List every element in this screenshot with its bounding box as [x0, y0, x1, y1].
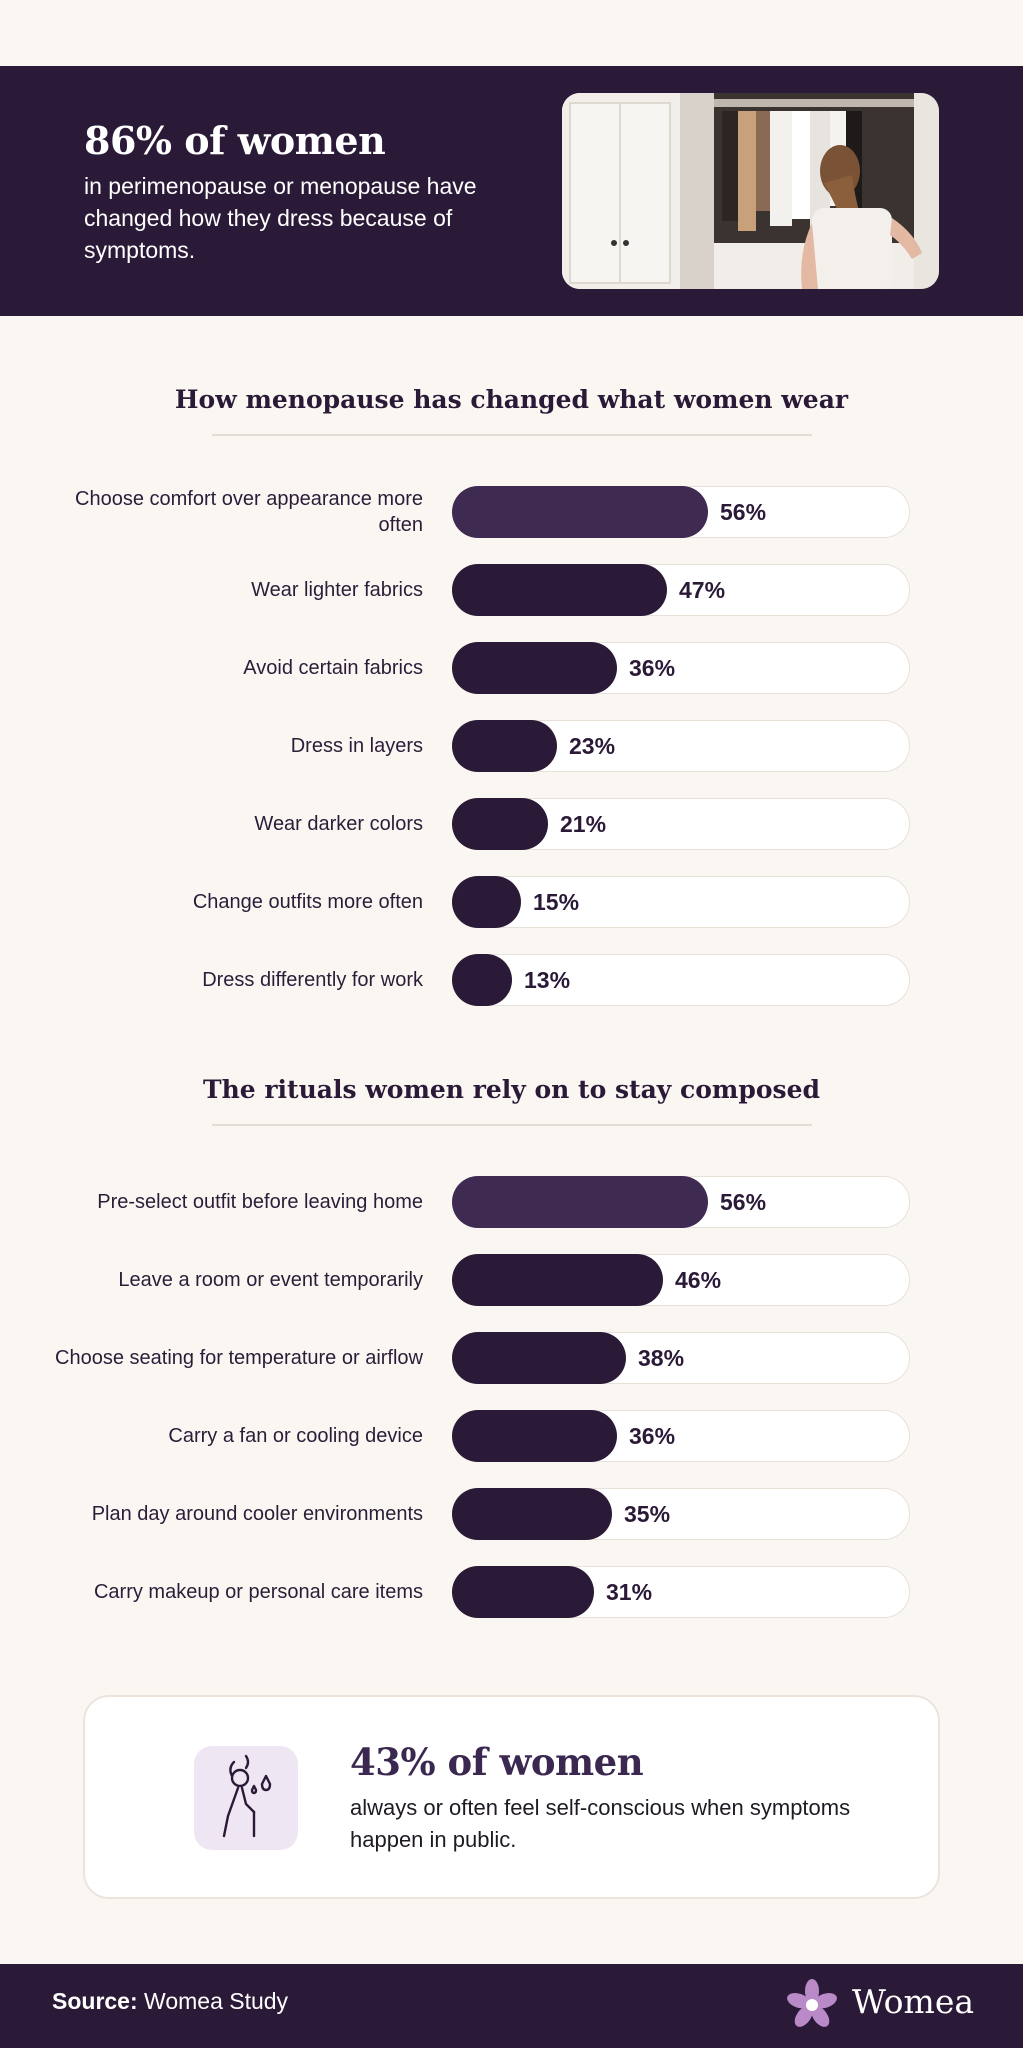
- hero-title: 86% of women: [84, 118, 386, 163]
- bar-value-label: 47%: [679, 576, 726, 603]
- bar: [452, 564, 667, 616]
- bar-value-label: 46%: [675, 1266, 722, 1293]
- bar-label: Pre-select outfit before leaving home: [97, 1191, 423, 1213]
- bar-label: Avoid certain fabrics: [243, 657, 423, 679]
- wardrobe-photo-illustration: [562, 93, 939, 289]
- bar-value-label: 38%: [638, 1344, 685, 1371]
- bar-track: [452, 876, 910, 928]
- bar-value-label: 31%: [606, 1578, 653, 1605]
- bar: [452, 642, 617, 694]
- chart-1-title: How menopause has changed what women wea…: [174, 385, 849, 414]
- bar-value-label: 13%: [524, 966, 571, 993]
- bar-label: Dress differently for work: [202, 969, 423, 991]
- bar-label: Plan day around cooler environments: [91, 1503, 423, 1525]
- bar-value-label: 35%: [624, 1500, 671, 1527]
- bar-label: Wear darker colors: [254, 813, 423, 835]
- bar-label: Choose comfort over appearance more ofte…: [75, 488, 423, 536]
- source-value: Womea Study: [144, 1988, 289, 2014]
- bar-value-label: 56%: [720, 498, 767, 525]
- bar-value-label: 21%: [560, 810, 607, 837]
- bar-label: Dress in layers: [290, 735, 423, 757]
- footer: [0, 1964, 1023, 2048]
- bar-label: Leave a room or event temporarily: [118, 1269, 423, 1291]
- bar: [452, 486, 708, 538]
- chart-1-divider: [212, 434, 812, 436]
- bar: [452, 1410, 617, 1462]
- bar: [452, 1332, 626, 1384]
- hot-flash-person-icon: [194, 1746, 298, 1850]
- source-label: Source:: [52, 1988, 138, 2014]
- bar-value-label: 56%: [720, 1188, 767, 1215]
- bar-value-label: 36%: [629, 1422, 676, 1449]
- bar: [452, 876, 521, 928]
- bar-label: Wear lighter fabrics: [251, 579, 423, 601]
- bar: [452, 1176, 708, 1228]
- bar: [452, 798, 548, 850]
- bar-label: Carry a fan or cooling device: [168, 1425, 423, 1447]
- bar: [452, 1566, 594, 1618]
- bar: [452, 954, 512, 1006]
- brand-name: Womea: [852, 1982, 975, 2021]
- callout-text: always or often feel self-conscious when…: [350, 1795, 851, 1852]
- bar-label: Change outfits more often: [192, 891, 423, 913]
- flower-logo-icon: [785, 1978, 839, 2032]
- bar: [452, 720, 557, 772]
- bar-value-label: 36%: [629, 654, 676, 681]
- hero-photo: [562, 93, 939, 289]
- source-line: Source: Womea Study: [52, 1988, 288, 2015]
- bar-label: Carry makeup or personal care items: [93, 1581, 423, 1603]
- bar-value-label: 15%: [533, 888, 580, 915]
- hero-text: in perimenopause or menopause have chang…: [84, 173, 477, 263]
- bar: [452, 1488, 612, 1540]
- bar-label: Choose seating for temperature or airflo…: [55, 1347, 423, 1369]
- bar-track: [452, 954, 910, 1006]
- chart-2-title: The rituals women rely on to stay compos…: [203, 1075, 820, 1104]
- callout-title: 43% of women: [350, 1740, 644, 1784]
- chart-2-divider: [212, 1124, 812, 1126]
- bar-value-label: 23%: [569, 732, 616, 759]
- bar: [452, 1254, 663, 1306]
